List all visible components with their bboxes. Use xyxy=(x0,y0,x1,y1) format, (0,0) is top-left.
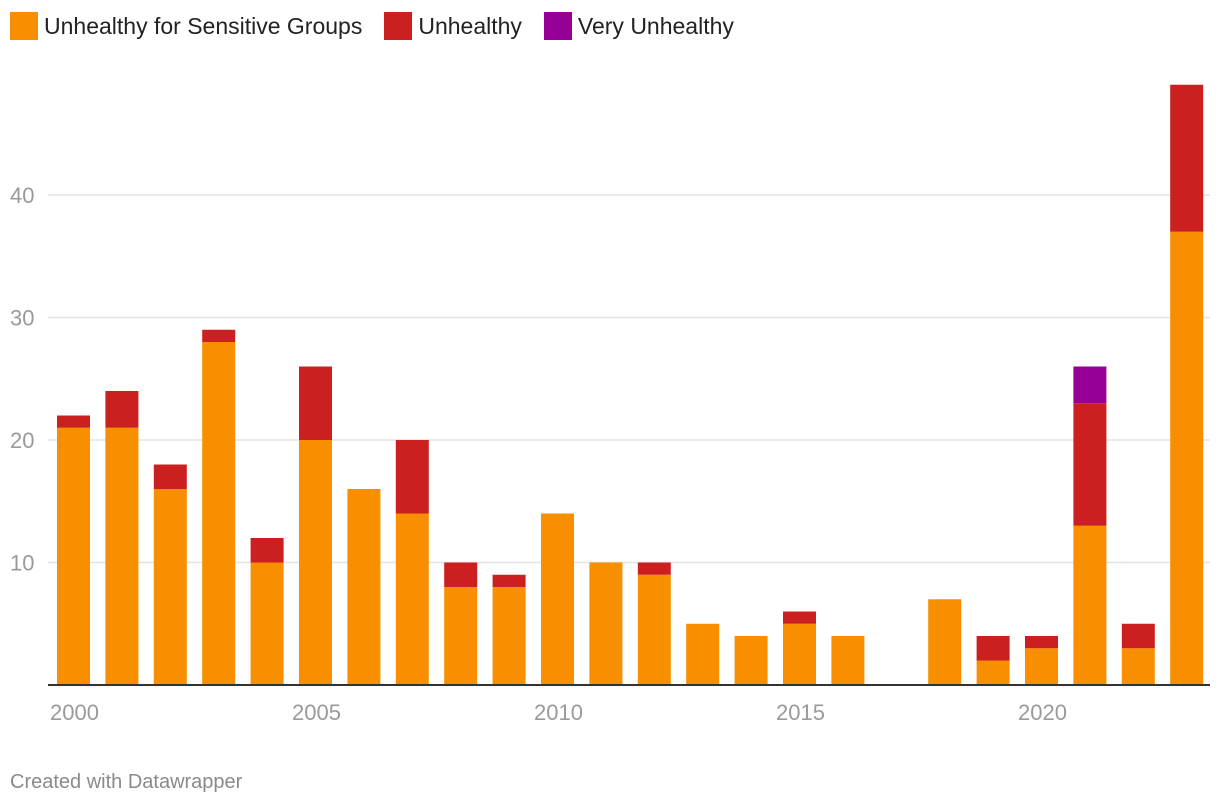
bar-2008-unhealthy-for-sensitive-groups xyxy=(444,587,478,685)
legend-swatch-sensitive-groups xyxy=(10,12,38,40)
x-tick-label: 2005 xyxy=(292,700,341,725)
legend-item-sensitive-groups: Unhealthy for Sensitive Groups xyxy=(10,12,362,40)
bar-2023-unhealthy-for-sensitive-groups xyxy=(1170,231,1204,685)
bar-2004-unhealthy xyxy=(250,538,284,563)
legend-item-very-unhealthy: Very Unhealthy xyxy=(543,12,734,40)
bar-2015-unhealthy xyxy=(783,611,816,624)
bar-2010-unhealthy-for-sensitive-groups xyxy=(541,513,574,685)
bar-2003-unhealthy-for-sensitive-groups xyxy=(202,342,236,685)
bar-2000-unhealthy-for-sensitive-groups xyxy=(57,427,90,685)
bar-2015-unhealthy-for-sensitive-groups xyxy=(783,623,816,685)
bar-chart: 10 20 30 40 2000 2005 2010 2015 2020 xyxy=(10,84,1210,725)
footer-credit: Created with Datawrapper xyxy=(10,771,243,793)
gridlines xyxy=(48,194,1210,564)
y-tick-label: 20 xyxy=(10,428,34,453)
bar-2006-unhealthy-for-sensitive-groups xyxy=(347,489,381,685)
legend-swatch-very-unhealthy xyxy=(543,12,572,40)
bar-2022-unhealthy-for-sensitive-groups xyxy=(1121,648,1155,685)
bar-2019-unhealthy-for-sensitive-groups xyxy=(976,660,1010,685)
legend-item-unhealthy: Unhealthy xyxy=(384,12,522,40)
bar-2001-unhealthy-for-sensitive-groups xyxy=(105,427,139,685)
y-tick-label: 10 xyxy=(10,551,34,576)
bar-2012-unhealthy xyxy=(637,562,671,575)
y-tick-label: 30 xyxy=(10,306,34,331)
bar-2013-unhealthy-for-sensitive-groups xyxy=(686,623,720,685)
x-tick-label: 2010 xyxy=(534,700,583,725)
legend-label: Unhealthy for Sensitive Groups xyxy=(44,12,363,39)
bar-2020-unhealthy xyxy=(1025,636,1058,649)
bar-2019-unhealthy xyxy=(976,636,1010,661)
bar-2009-unhealthy-for-sensitive-groups xyxy=(492,587,526,685)
bar-2021-unhealthy xyxy=(1073,403,1107,526)
bar-2009-unhealthy xyxy=(492,574,526,587)
bar-2012-unhealthy-for-sensitive-groups xyxy=(637,574,671,685)
legend-label: Very Unhealthy xyxy=(577,12,734,39)
bar-2008-unhealthy xyxy=(444,562,478,587)
bar-2020-unhealthy-for-sensitive-groups xyxy=(1025,648,1058,685)
x-axis-ticks: 2000 2005 2010 2015 2020 xyxy=(50,700,1067,725)
bar-2022-unhealthy xyxy=(1121,623,1155,649)
bar-2007-unhealthy xyxy=(395,440,429,514)
bar-2011-unhealthy-for-sensitive-groups xyxy=(589,562,623,685)
bar-2002-unhealthy xyxy=(153,464,187,489)
bar-2021-very-unhealthy xyxy=(1073,366,1107,404)
y-tick-label: 40 xyxy=(10,183,34,208)
bar-2005-unhealthy xyxy=(299,366,332,440)
x-tick-label: 2020 xyxy=(1018,700,1067,725)
bar-2018-unhealthy-for-sensitive-groups xyxy=(928,599,962,685)
bar-2000-unhealthy xyxy=(57,415,90,428)
bar-2007-unhealthy-for-sensitive-groups xyxy=(395,513,429,685)
bar-2003-unhealthy xyxy=(202,329,236,342)
x-tick-label: 2000 xyxy=(50,700,99,725)
bar-2001-unhealthy xyxy=(105,391,139,428)
legend-swatch-unhealthy xyxy=(384,12,413,40)
bar-2005-unhealthy-for-sensitive-groups xyxy=(299,440,332,685)
bar-2004-unhealthy-for-sensitive-groups xyxy=(250,562,284,685)
legend: Unhealthy for Sensitive Groups Unhealthy… xyxy=(10,12,756,40)
bars xyxy=(57,84,1204,685)
x-tick-label: 2015 xyxy=(776,700,825,725)
bar-2021-unhealthy-for-sensitive-groups xyxy=(1073,525,1107,685)
bar-2023-unhealthy xyxy=(1170,84,1204,232)
bar-2014-unhealthy-for-sensitive-groups xyxy=(734,636,768,685)
legend-label: Unhealthy xyxy=(418,12,522,39)
y-axis-ticks: 10 20 30 40 xyxy=(10,183,34,576)
bar-2002-unhealthy-for-sensitive-groups xyxy=(153,489,187,685)
bar-2016-unhealthy-for-sensitive-groups xyxy=(831,636,865,685)
